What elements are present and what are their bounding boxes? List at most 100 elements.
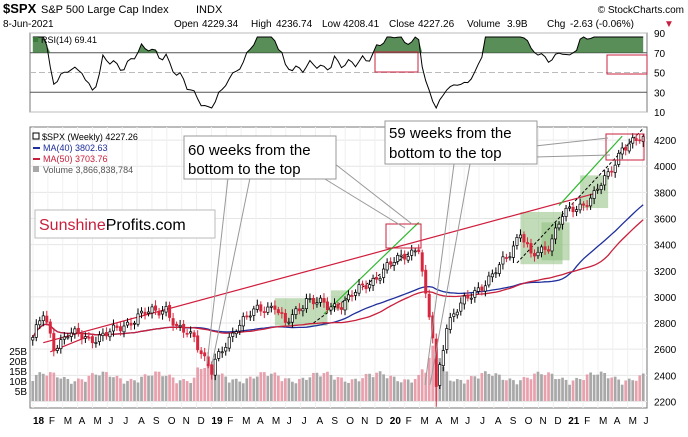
candle xyxy=(490,269,494,283)
candle xyxy=(441,345,445,372)
candle-body xyxy=(122,325,126,333)
volume-bar xyxy=(45,375,49,401)
candle xyxy=(543,241,547,255)
volume-bar xyxy=(385,378,389,401)
volume-bar xyxy=(319,376,322,401)
candle-body xyxy=(59,339,63,350)
volume-bar xyxy=(550,373,554,401)
candle-body xyxy=(115,325,119,328)
volume-bar xyxy=(343,381,347,401)
dashed-trendline-2021 xyxy=(516,127,644,264)
candle xyxy=(97,331,101,346)
volume-bar xyxy=(582,380,585,401)
volume-bar xyxy=(596,374,599,401)
candle-body xyxy=(417,249,421,253)
volume-bar xyxy=(178,380,182,401)
candle-body xyxy=(224,347,228,352)
candle-body xyxy=(497,264,501,274)
candle-body xyxy=(76,327,80,335)
candle xyxy=(606,168,610,180)
volume-bar xyxy=(641,373,645,401)
callout-right-line2: bottom to the top xyxy=(389,145,502,162)
candle xyxy=(557,221,561,231)
volume-bar xyxy=(185,381,189,401)
volume-bar xyxy=(238,381,242,401)
price-highlight-box-2021 xyxy=(605,133,645,161)
candle-body xyxy=(347,294,351,301)
high-label: High xyxy=(251,19,272,30)
volume-bar xyxy=(413,378,417,401)
volume-bar xyxy=(69,383,73,401)
price-tick-label: 3800 xyxy=(654,188,677,199)
candle-body xyxy=(157,310,161,316)
candle-body xyxy=(69,332,73,337)
x-tick-label: A xyxy=(495,416,502,427)
volume-bar xyxy=(378,371,382,401)
volume-bar xyxy=(122,383,126,401)
volume-bar xyxy=(168,374,171,401)
callout-left-line1: 60 weeks from the xyxy=(188,142,311,159)
volume-bar xyxy=(371,377,375,401)
candle xyxy=(434,333,438,407)
candle xyxy=(599,182,603,195)
candle xyxy=(255,299,259,313)
volume-bar xyxy=(231,379,235,401)
candle xyxy=(494,267,498,279)
candle-body xyxy=(575,209,579,212)
volume-bar xyxy=(55,377,59,401)
candle xyxy=(582,201,586,211)
candle xyxy=(575,205,579,217)
volume-bar xyxy=(294,383,298,401)
rsi-legend: RSI(14) 69.41 xyxy=(33,35,97,45)
brand-text: SunshineProfits.com xyxy=(39,217,186,234)
volume-bar xyxy=(336,377,340,401)
candle xyxy=(375,271,379,284)
candle-body xyxy=(396,255,400,262)
candle xyxy=(48,318,52,338)
candle-body xyxy=(73,328,77,335)
candle xyxy=(568,201,572,212)
volume-bar xyxy=(508,378,512,401)
candle xyxy=(140,307,144,319)
volume-bar xyxy=(34,374,38,401)
candle-body xyxy=(350,295,354,297)
candle-body xyxy=(550,238,554,252)
candle-body xyxy=(241,316,245,327)
candle xyxy=(483,280,487,297)
candle-body xyxy=(94,342,98,344)
volume-bar xyxy=(462,383,466,401)
green-trendline-2021 xyxy=(558,135,623,206)
rsi-legend-swatch xyxy=(33,37,38,42)
candle-body xyxy=(532,253,536,257)
candle-body xyxy=(589,197,593,207)
volume-bar xyxy=(417,374,421,401)
x-tick-label: M xyxy=(421,416,429,427)
volume-bar xyxy=(575,377,578,401)
candle-body xyxy=(452,313,456,317)
callout-right-pointer-b xyxy=(429,163,471,386)
candle xyxy=(262,306,266,319)
candle xyxy=(627,138,631,154)
volume-bar xyxy=(427,357,431,401)
volume-bar xyxy=(329,374,333,401)
candle-body xyxy=(97,334,101,342)
volume-bar xyxy=(392,376,396,401)
candle-body xyxy=(322,298,326,303)
volume-bar xyxy=(480,373,484,401)
candle-body xyxy=(287,321,291,324)
volume-bar xyxy=(150,375,154,401)
candle-body xyxy=(248,315,252,318)
candle-body xyxy=(66,336,70,339)
candle xyxy=(101,328,105,342)
volume-bar xyxy=(357,381,361,401)
candle xyxy=(283,309,287,328)
candle xyxy=(161,305,165,320)
x-tick-label: J xyxy=(644,416,649,427)
volume-bar xyxy=(603,372,607,401)
volume-bar xyxy=(213,367,217,401)
candle-body xyxy=(624,146,628,151)
volume-bar xyxy=(617,379,621,401)
candle xyxy=(554,222,558,245)
green-trendline-2019 xyxy=(323,221,420,315)
